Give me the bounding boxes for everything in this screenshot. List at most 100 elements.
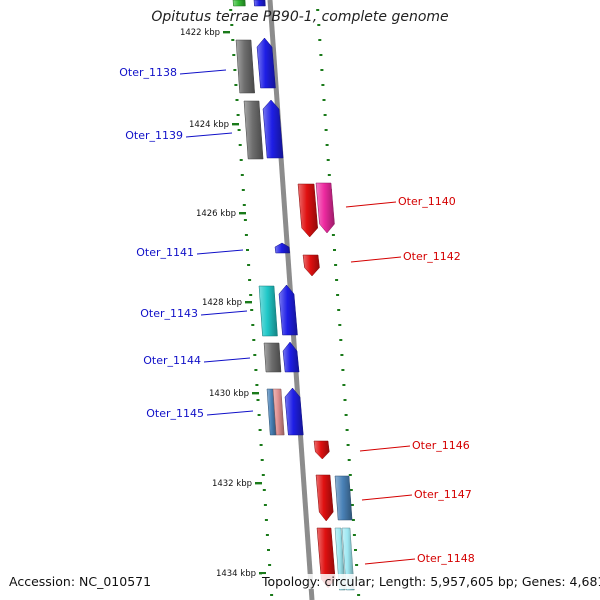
outer-tick [343, 399, 347, 401]
gene-features [232, 0, 355, 591]
kbp-tick-label: 1430 kbp [209, 389, 249, 399]
gene-arrow [256, 37, 276, 89]
gene-arrow [315, 474, 334, 522]
gene-arrow [253, 0, 266, 7]
inner-tick [253, 354, 257, 356]
inner-tick [243, 219, 247, 221]
gene-label-reverse: Oter_1140 [398, 195, 456, 208]
inner-tick [265, 534, 269, 536]
outer-tick [337, 309, 341, 311]
inner-tick [250, 309, 254, 311]
outer-tick [320, 69, 324, 71]
outer-tick [321, 84, 325, 86]
inner-tick [247, 264, 251, 266]
gene-label-reverse: Oter_1142 [403, 250, 461, 263]
gene-arrow [263, 342, 282, 373]
gene-label-forward: Oter_1141 [136, 246, 194, 259]
map-title: Opitutus terrae PB90-1, complete genome [151, 9, 449, 25]
inner-tick [249, 294, 253, 296]
inner-tick [230, 24, 234, 26]
inner-tick [260, 459, 264, 461]
outer-tick [316, 9, 320, 11]
outer-tick [327, 174, 331, 176]
gene-leader-line [200, 310, 248, 316]
inner-tick [234, 84, 238, 86]
inner-tick [257, 414, 261, 416]
inner-tick [264, 519, 268, 521]
gene-arrow [235, 39, 255, 94]
gene-arrow [334, 475, 353, 521]
gene-label-forward: Oter_1138 [119, 66, 177, 79]
inner-tick [254, 369, 258, 371]
outer-tick [346, 444, 350, 446]
gene-arrow [313, 440, 330, 460]
inner-tick [263, 504, 267, 506]
gene-leader-line [203, 357, 251, 363]
outer-tick [347, 459, 351, 461]
gene-arrow [258, 285, 278, 337]
inner-tick [259, 444, 263, 446]
outer-tick [344, 414, 348, 416]
inner-tick [246, 249, 249, 251]
outer-tick [334, 264, 338, 266]
outer-tick [351, 519, 355, 521]
gene-leader-line [361, 494, 413, 501]
kbp-major-tick [259, 572, 266, 575]
outer-tick [335, 279, 339, 281]
inner-tick [255, 384, 259, 386]
outer-tick [317, 24, 321, 26]
gene-arrow [243, 100, 264, 160]
gene-leader-line [364, 558, 416, 565]
gene-arrow [302, 254, 320, 277]
outer-tick [340, 354, 344, 356]
inner-tick [242, 204, 246, 206]
kbp-scale: 1422 kbp 1424 kbp 1426 kbp 1428 kbp 1430 kbp… [180, 28, 266, 579]
gene-leader-line [196, 249, 244, 255]
gene-arrow [315, 182, 335, 234]
kbp-major-tick [245, 301, 252, 304]
gene-label-forward: Oter_1144 [143, 354, 201, 367]
inner-tick [239, 159, 243, 161]
outer-tick [348, 474, 352, 476]
gene-label-reverse: Oter_1147 [414, 488, 472, 501]
outer-tick [336, 294, 340, 296]
gene-arrow [282, 341, 300, 373]
kbp-major-tick [223, 31, 230, 34]
inner-tick [248, 279, 252, 281]
gene-leader-line [185, 132, 233, 138]
outer-tick [342, 384, 346, 386]
outer-tick [319, 54, 323, 56]
kbp-major-tick [255, 482, 262, 485]
inner-tick [233, 69, 237, 71]
accession-label: Accession: NC_010571 [9, 574, 152, 589]
outer-tick [354, 549, 357, 551]
outer-tick [345, 429, 349, 431]
inner-tick [232, 54, 236, 56]
inner-tick [236, 114, 240, 116]
kbp-tick-label: 1422 kbp [180, 28, 220, 38]
gene-leader-line [179, 69, 227, 75]
inner-tick [268, 564, 272, 566]
kbp-major-tick [239, 212, 246, 215]
gene-label-reverse: Oter_1146 [412, 439, 470, 452]
kbp-tick-label: 1426 kbp [196, 209, 236, 219]
outer-tick [325, 144, 329, 146]
inner-tick [241, 189, 245, 191]
gene-leader-line [345, 201, 397, 208]
outer-tick [324, 129, 328, 131]
inner-tick [252, 339, 256, 341]
gene-label-forward: Oter_1139 [125, 129, 183, 142]
inner-tick [261, 474, 265, 476]
kbp-major-tick [232, 123, 239, 126]
gene-leader-line [206, 410, 254, 416]
inner-tick [256, 399, 260, 401]
inner-tick [262, 489, 266, 491]
gene-labels: Oter_1138 Oter_1139 Oter_1141 Oter_1143 Oter… [119, 66, 475, 565]
gene-leader-line [359, 445, 411, 452]
inner-tick [238, 144, 242, 146]
kbp-tick-label: 1428 kbp [202, 298, 242, 308]
inner-tick [244, 234, 248, 236]
inner-tick [235, 99, 239, 101]
outer-tick [355, 564, 359, 566]
